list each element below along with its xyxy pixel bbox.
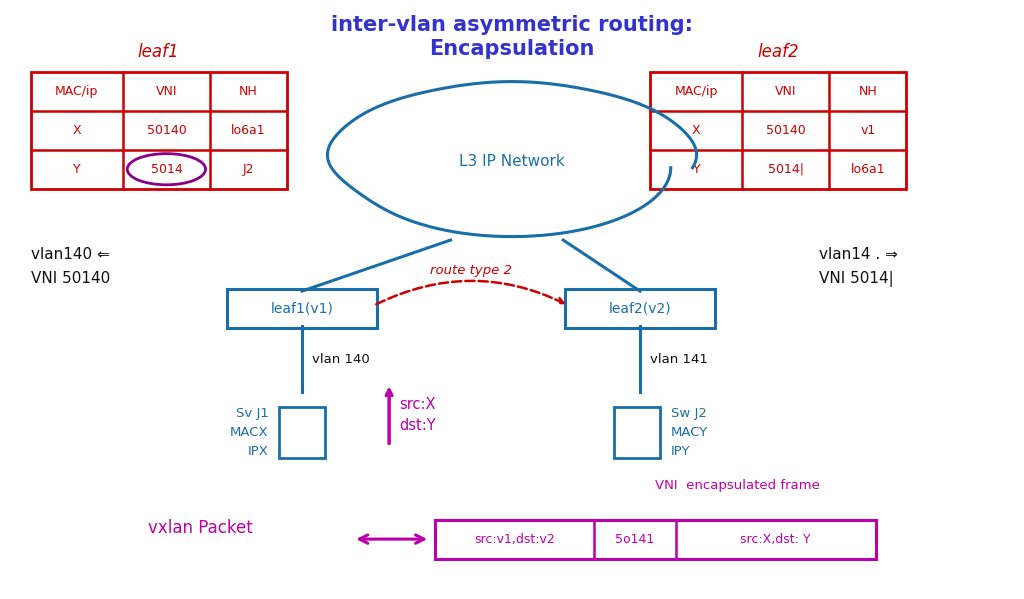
Text: 5014: 5014: [151, 163, 182, 176]
Text: MAC/ip: MAC/ip: [55, 85, 98, 98]
Text: vlan 140: vlan 140: [312, 353, 370, 366]
Text: vlan14 . ⇒: vlan14 . ⇒: [819, 247, 898, 262]
Text: VNI: VNI: [775, 85, 797, 98]
Text: VNI 50140: VNI 50140: [31, 271, 110, 286]
Text: vlan 141: vlan 141: [650, 353, 709, 366]
Text: route type 2: route type 2: [430, 264, 512, 277]
Text: vlan140 ⇐: vlan140 ⇐: [31, 247, 110, 262]
Text: X: X: [692, 124, 700, 137]
FancyBboxPatch shape: [565, 289, 715, 328]
Text: MAC/ip: MAC/ip: [675, 85, 718, 98]
Text: X: X: [73, 124, 81, 137]
Text: 5o141: 5o141: [615, 533, 654, 546]
Text: leaf2: leaf2: [758, 43, 799, 61]
Text: v1: v1: [860, 124, 876, 137]
Text: NH: NH: [858, 85, 878, 98]
Text: VNI: VNI: [156, 85, 177, 98]
Text: 50140: 50140: [766, 124, 806, 137]
Text: NH: NH: [239, 85, 258, 98]
Bar: [435, 519, 876, 558]
Text: leaf1(v1): leaf1(v1): [270, 301, 334, 316]
Bar: [650, 72, 906, 189]
Text: Sv J1
MACX
IPX: Sv J1 MACX IPX: [230, 407, 268, 458]
Text: vxlan Packet: vxlan Packet: [148, 519, 253, 537]
Bar: [31, 72, 287, 189]
Text: src:v1,dst:v2: src:v1,dst:v2: [474, 533, 555, 546]
Text: lo6a1: lo6a1: [851, 163, 885, 176]
Text: leaf2(v2): leaf2(v2): [608, 301, 672, 316]
Bar: [614, 407, 660, 458]
Text: Y: Y: [73, 163, 81, 176]
Text: J2: J2: [243, 163, 254, 176]
Bar: [279, 407, 325, 458]
Text: Sw J2
MACY
IPY: Sw J2 MACY IPY: [671, 407, 708, 458]
Text: src:X
dst:Y: src:X dst:Y: [399, 397, 436, 433]
Text: VNI  encapsulated frame: VNI encapsulated frame: [654, 479, 820, 492]
Text: 50140: 50140: [146, 124, 186, 137]
Text: Y: Y: [692, 163, 700, 176]
Text: VNI 5014|: VNI 5014|: [819, 271, 894, 286]
Text: inter-vlan asymmetric routing:: inter-vlan asymmetric routing:: [331, 15, 693, 35]
Text: L3 IP Network: L3 IP Network: [459, 154, 565, 170]
FancyBboxPatch shape: [227, 289, 377, 328]
Text: Encapsulation: Encapsulation: [429, 39, 595, 59]
Text: lo6a1: lo6a1: [231, 124, 265, 137]
Text: src:X,dst: Y: src:X,dst: Y: [740, 533, 811, 546]
Text: leaf1: leaf1: [138, 43, 179, 61]
Text: 5014|: 5014|: [768, 163, 804, 176]
